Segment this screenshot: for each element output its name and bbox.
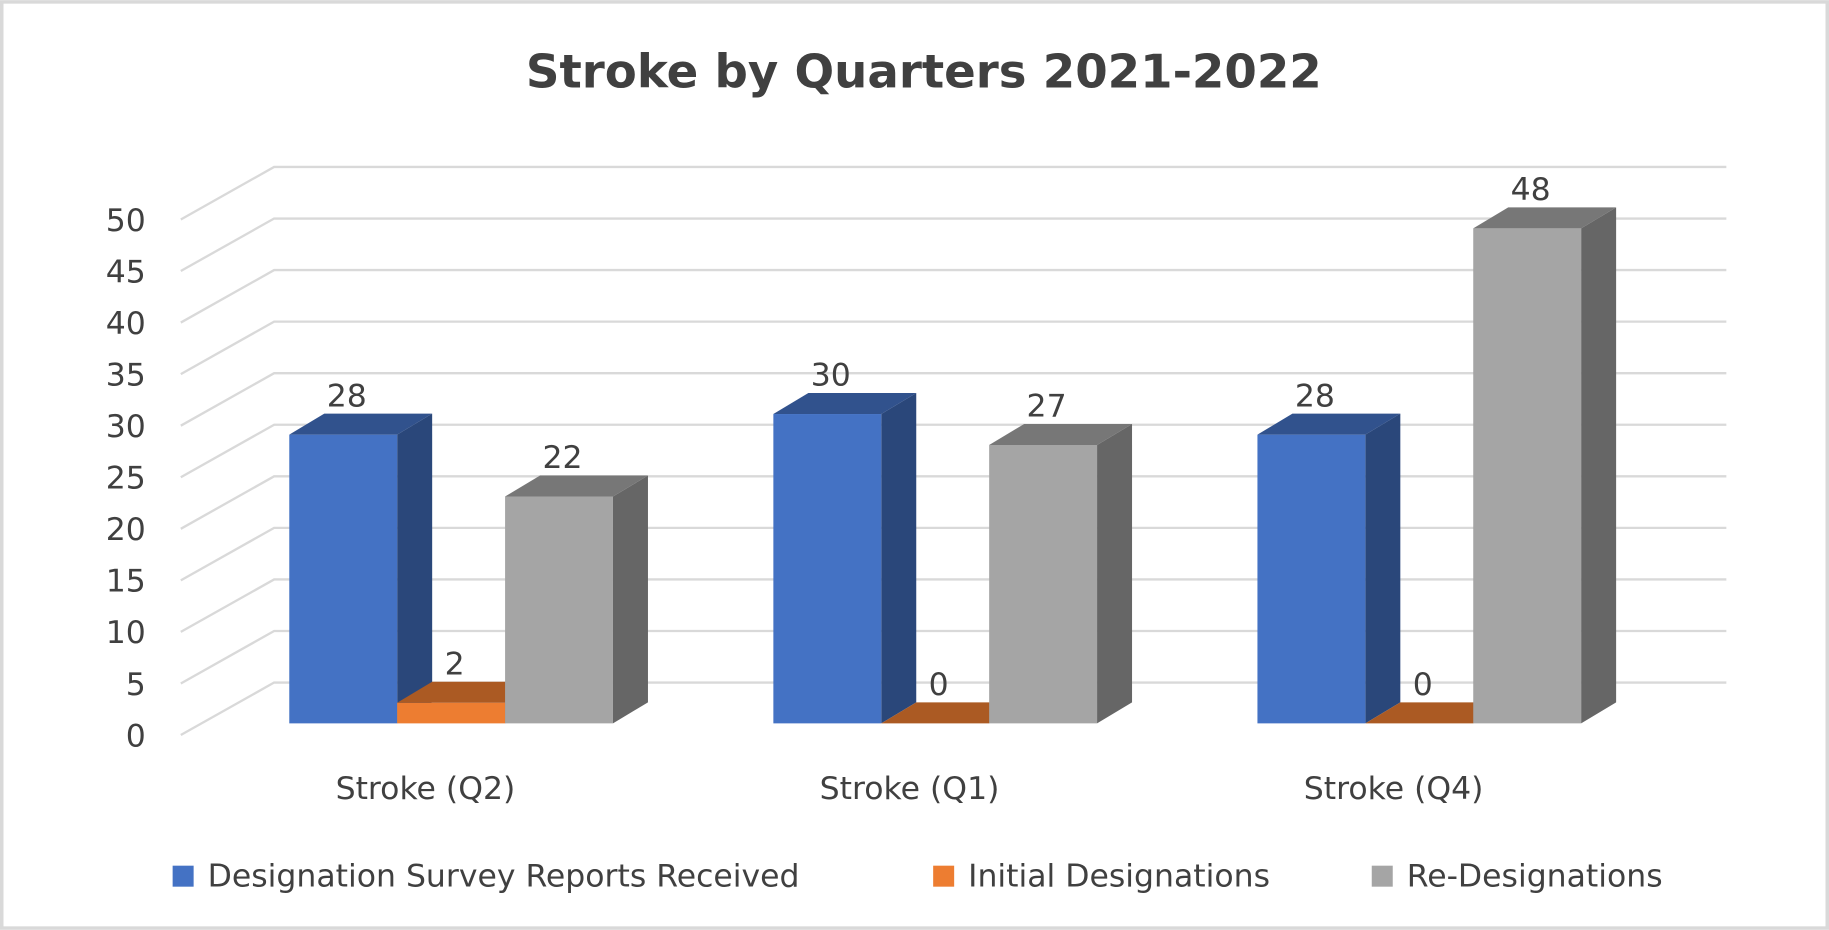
bar-top (989, 423, 1133, 445)
bar-top (397, 681, 541, 703)
bar-front (397, 702, 506, 724)
data-label: 0 (1413, 667, 1433, 703)
grid-line (180, 320, 1727, 376)
grid-line (180, 217, 1727, 273)
y-tick-label: 15 (106, 564, 146, 600)
grid-line (180, 268, 1727, 324)
bar-top (505, 475, 648, 497)
chart-title: Stroke by Quarters 2021-2022 (526, 45, 1322, 99)
data-label: 27 (1027, 389, 1067, 425)
bar-front (773, 414, 882, 724)
bar-top (289, 413, 433, 435)
bar-side (1097, 423, 1133, 724)
bar (881, 702, 1025, 724)
data-label: 30 (811, 358, 851, 394)
bar (289, 413, 433, 724)
legend-label: Designation Survey Reports Received (208, 858, 800, 894)
grid-line (180, 165, 1727, 221)
y-tick-label: 40 (106, 306, 146, 342)
bar-side (1365, 413, 1401, 724)
bar-top (1365, 702, 1509, 724)
bar-front (1257, 434, 1366, 724)
data-label: 0 (929, 667, 949, 703)
x-tick-label: Stroke (Q1) (820, 771, 1000, 807)
bar (505, 475, 648, 724)
y-tick-label: 30 (106, 409, 146, 445)
y-tick-label: 35 (106, 357, 146, 393)
bar (989, 423, 1133, 724)
y-tick-label: 10 (106, 615, 146, 651)
bar (1473, 207, 1617, 724)
bar (773, 393, 917, 724)
data-label: 2 (445, 646, 465, 682)
grid-line (180, 372, 1727, 427)
bar-front (505, 496, 613, 724)
bar-top (881, 702, 1025, 724)
legend-swatch (933, 865, 955, 887)
bar-side (397, 413, 433, 724)
legend-label: Re-Designations (1407, 858, 1663, 894)
grid-line (180, 578, 1727, 633)
y-tick-label: 45 (106, 254, 146, 290)
x-tick-label: Stroke (Q2) (336, 771, 516, 807)
bar-side (881, 393, 917, 724)
bar-side (612, 475, 648, 724)
bar (1365, 702, 1509, 724)
data-label: 48 (1511, 172, 1551, 208)
grid-line (180, 423, 1727, 479)
grid-line (180, 681, 1727, 737)
legend-label: Initial Designations (968, 858, 1270, 894)
data-label: 22 (542, 440, 582, 476)
bar-side (1581, 207, 1617, 724)
y-tick-label: 50 (106, 203, 146, 239)
y-tick-label: 25 (106, 461, 146, 497)
bar-top (1473, 207, 1617, 229)
data-label: 28 (327, 378, 367, 414)
data-label: 28 (1295, 378, 1335, 414)
y-tick-label: 0 (126, 718, 146, 754)
bar-front (289, 434, 398, 724)
y-tick-label: 5 (126, 667, 146, 703)
y-tick-label: 20 (106, 512, 146, 548)
grid-line (180, 526, 1727, 582)
grid-line (180, 475, 1727, 530)
grid-line (180, 629, 1727, 685)
bar-top (773, 393, 917, 415)
legend-swatch (1371, 865, 1393, 887)
x-tick-label: Stroke (Q4) (1304, 771, 1484, 807)
bar-front (989, 444, 1098, 724)
bar-top (1257, 413, 1401, 435)
bar (1257, 413, 1401, 724)
legend-swatch (172, 865, 194, 887)
bar-front (1473, 228, 1582, 724)
